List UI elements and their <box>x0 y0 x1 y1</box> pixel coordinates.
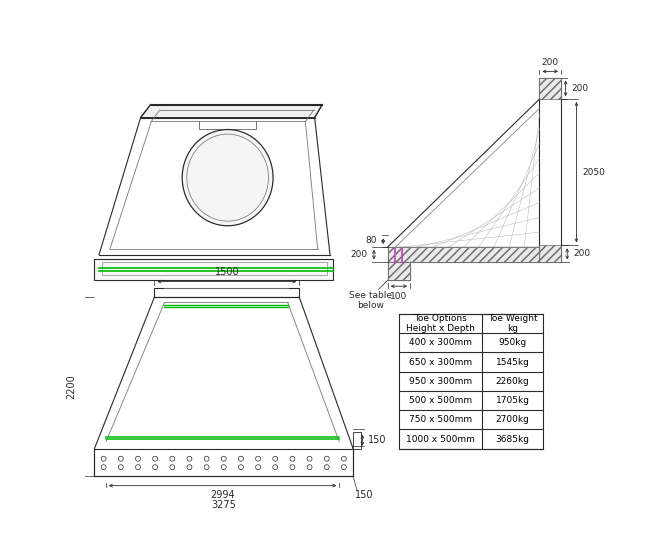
Text: See table
below: See table below <box>349 291 392 310</box>
Bar <box>388 247 540 262</box>
Bar <box>94 449 353 476</box>
Text: 1000 x 500mm: 1000 x 500mm <box>406 434 476 443</box>
Text: 1545kg: 1545kg <box>496 358 530 366</box>
Bar <box>540 78 561 99</box>
Bar <box>388 262 410 280</box>
Text: 2994: 2994 <box>210 490 235 500</box>
Bar <box>154 288 299 297</box>
Text: 400 x 300mm: 400 x 300mm <box>409 338 472 347</box>
Text: 150: 150 <box>355 490 374 500</box>
Bar <box>388 247 540 262</box>
Text: 500 x 500mm: 500 x 500mm <box>409 396 472 405</box>
Bar <box>94 258 333 280</box>
Bar <box>353 432 361 449</box>
Text: 1705kg: 1705kg <box>496 396 530 405</box>
Text: 200: 200 <box>542 58 559 67</box>
Text: 2200: 2200 <box>66 375 76 399</box>
Text: 2700kg: 2700kg <box>496 415 530 424</box>
Text: 150: 150 <box>368 435 386 445</box>
Text: Toe Weight
kg: Toe Weight kg <box>488 314 537 333</box>
Bar <box>399 314 542 449</box>
Text: Toe Options
Height x Depth: Toe Options Height x Depth <box>406 314 476 333</box>
Bar <box>540 78 561 262</box>
Text: 950 x 300mm: 950 x 300mm <box>409 377 472 386</box>
Text: 200: 200 <box>351 250 368 259</box>
Text: 200: 200 <box>572 84 589 93</box>
Text: 2050: 2050 <box>582 168 605 177</box>
Text: 100: 100 <box>390 292 407 301</box>
Text: 2260kg: 2260kg <box>496 377 530 386</box>
Bar <box>102 262 327 276</box>
Bar <box>540 245 561 262</box>
Text: 3685kg: 3685kg <box>496 434 530 443</box>
Text: 1500: 1500 <box>214 267 239 277</box>
Text: 200: 200 <box>573 249 591 258</box>
Polygon shape <box>140 104 323 118</box>
Text: 80: 80 <box>365 236 377 245</box>
Text: 950kg: 950kg <box>498 338 526 347</box>
Ellipse shape <box>182 129 273 226</box>
Text: 750 x 500mm: 750 x 500mm <box>409 415 472 424</box>
Bar <box>388 262 410 280</box>
Text: 3275: 3275 <box>211 499 236 509</box>
Text: 650 x 300mm: 650 x 300mm <box>409 358 472 366</box>
